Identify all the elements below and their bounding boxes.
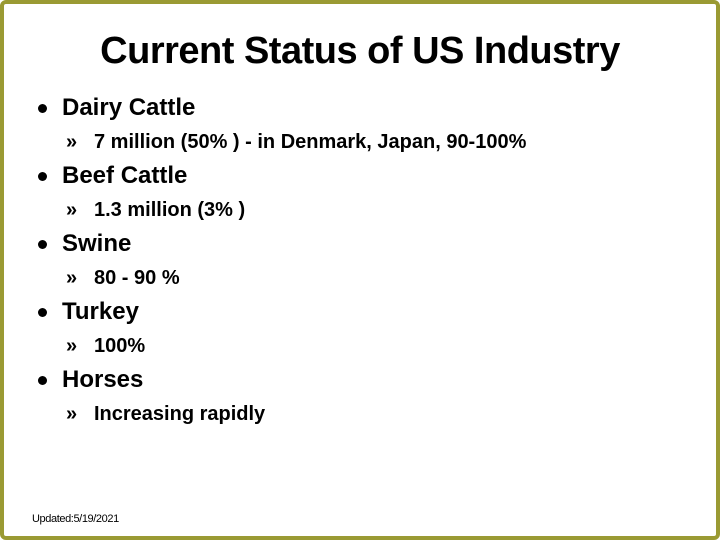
bullet-icon [38, 172, 47, 181]
item-detail: 100% [94, 335, 146, 357]
list-item: Dairy Cattle » 7 million (50% ) - in Denm… [4, 89, 716, 157]
bullet-line: Turkey [4, 293, 716, 331]
sub-bullet-line: » Increasing rapidly [4, 399, 716, 429]
bullet-list: Dairy Cattle » 7 million (50% ) - in Denm… [4, 89, 716, 429]
sub-bullet-icon: » [66, 267, 78, 289]
bullet-icon [38, 104, 47, 113]
item-label: Horses [62, 366, 144, 393]
updated-date-label: Updated:5/19/2021 [32, 513, 119, 525]
sub-bullet-icon: » [66, 199, 78, 221]
bullet-line: Dairy Cattle [4, 89, 716, 127]
sub-bullet-icon: » [66, 131, 78, 153]
sub-bullet-icon: » [66, 335, 78, 357]
list-item: Turkey » 100% [4, 293, 716, 361]
sub-bullet-line: » 80 - 90 % [4, 263, 716, 293]
list-item: Horses » Increasing rapidly [4, 361, 716, 429]
item-detail: Increasing rapidly [94, 403, 266, 425]
item-detail: 7 million (50% ) - in Denmark, Japan, 90… [94, 131, 527, 153]
item-label: Dairy Cattle [62, 94, 196, 121]
item-detail: 1.3 million (3% ) [94, 199, 246, 221]
bullet-line: Horses [4, 361, 716, 399]
item-label: Beef Cattle [62, 162, 188, 189]
bullet-line: Beef Cattle [4, 157, 716, 195]
sub-bullet-line: » 7 million (50% ) - in Denmark, Japan, 9… [4, 127, 716, 157]
item-label: Turkey [62, 298, 139, 325]
slide-title: Current Status of US Industry [100, 30, 620, 72]
sub-bullet-line: » 1.3 million (3% ) [4, 195, 716, 225]
bullet-line: Swine [4, 225, 716, 263]
bullet-icon [38, 376, 47, 385]
list-item: Beef Cattle » 1.3 million (3% ) [4, 157, 716, 225]
item-label: Swine [62, 230, 132, 257]
bullet-icon [38, 308, 47, 317]
item-detail: 80 - 90 % [94, 267, 180, 289]
sub-bullet-icon: » [66, 403, 78, 425]
list-item: Swine » 80 - 90 % [4, 225, 716, 293]
bullet-icon [38, 240, 47, 249]
sub-bullet-line: » 100% [4, 331, 716, 361]
